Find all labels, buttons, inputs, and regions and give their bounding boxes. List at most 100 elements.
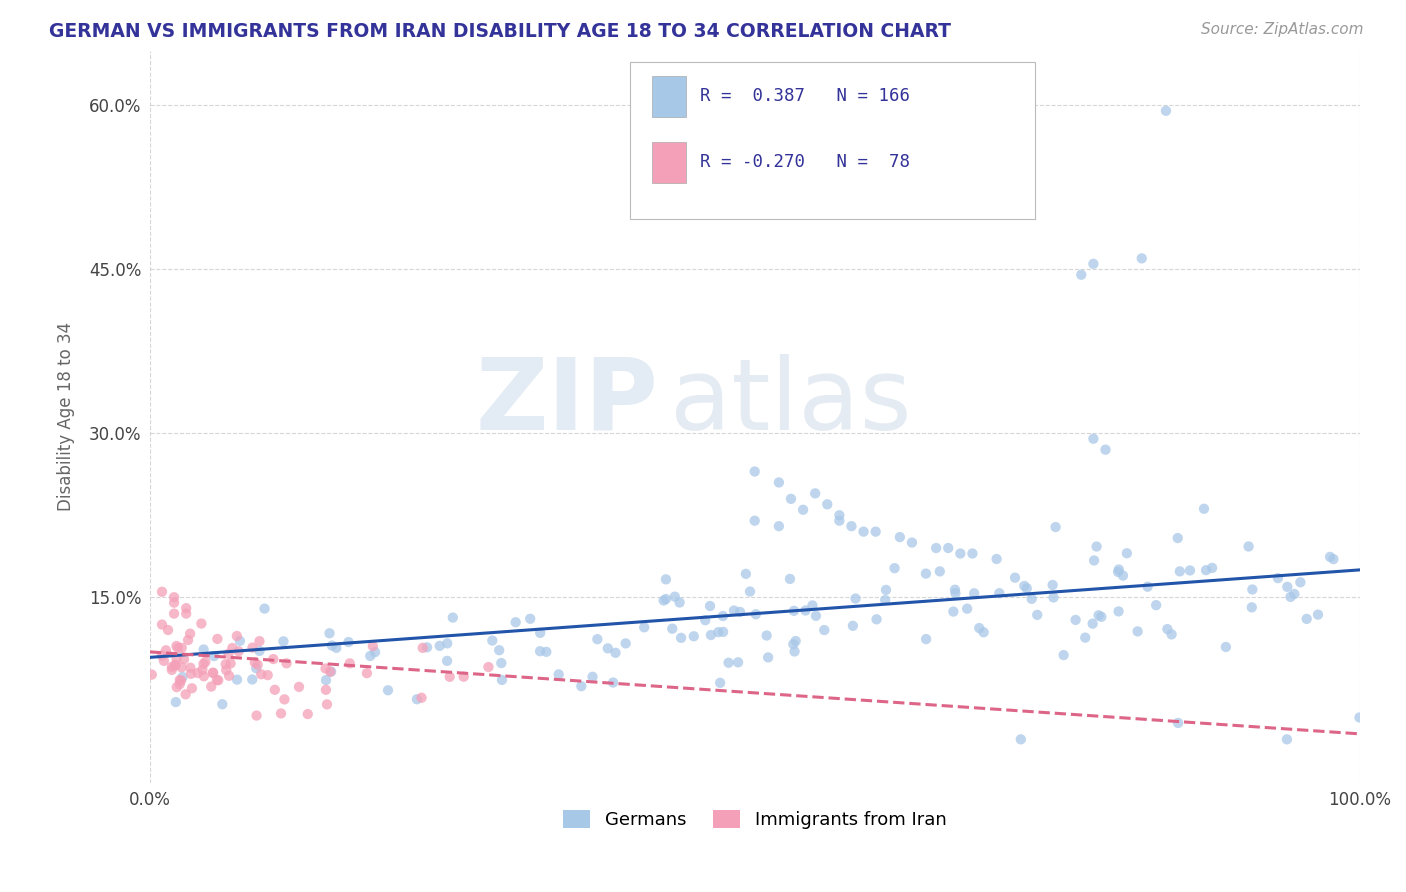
Point xyxy=(436,636,458,650)
Point xyxy=(785,634,807,648)
Point xyxy=(165,695,187,709)
Point xyxy=(727,656,749,670)
Point xyxy=(901,535,924,549)
Point xyxy=(936,541,959,555)
Point xyxy=(700,628,723,642)
Point xyxy=(491,673,513,687)
Point xyxy=(170,660,193,674)
Point xyxy=(804,486,827,500)
Point xyxy=(889,530,911,544)
Point xyxy=(1045,520,1067,534)
Point xyxy=(734,566,756,581)
Point xyxy=(1090,609,1112,624)
Point xyxy=(1074,631,1097,645)
Point xyxy=(828,514,851,528)
Point xyxy=(481,633,503,648)
Point xyxy=(1042,591,1064,605)
Point xyxy=(1178,563,1201,577)
Point xyxy=(794,603,817,617)
Point xyxy=(190,616,212,631)
Point xyxy=(1240,600,1263,615)
Point xyxy=(339,657,361,671)
Point xyxy=(655,592,678,607)
Point xyxy=(180,666,202,681)
Point xyxy=(179,661,201,675)
Point xyxy=(695,613,717,627)
Point xyxy=(1241,582,1264,597)
Point xyxy=(1284,587,1306,601)
Point xyxy=(875,593,897,607)
Point xyxy=(717,656,740,670)
Point xyxy=(491,656,513,670)
Point xyxy=(1052,648,1074,662)
Point xyxy=(174,601,197,615)
Point xyxy=(1156,622,1178,636)
FancyBboxPatch shape xyxy=(630,62,1035,219)
Point xyxy=(202,665,225,680)
Point xyxy=(215,663,238,677)
Point xyxy=(1026,607,1049,622)
Point xyxy=(160,663,183,677)
Point xyxy=(962,547,984,561)
Point xyxy=(842,619,865,633)
Point xyxy=(163,596,186,610)
Point xyxy=(813,623,835,637)
Point xyxy=(1021,591,1043,606)
Point xyxy=(315,682,337,697)
Point xyxy=(1115,546,1137,560)
Point xyxy=(273,634,295,648)
Point xyxy=(1136,580,1159,594)
Point xyxy=(709,676,731,690)
Point xyxy=(321,639,343,653)
Point xyxy=(193,657,215,671)
Point xyxy=(170,640,193,655)
Point xyxy=(1168,565,1191,579)
Point xyxy=(586,632,609,647)
Point xyxy=(226,673,249,687)
Point xyxy=(664,590,686,604)
Point xyxy=(828,508,851,523)
Point xyxy=(728,605,751,619)
Point xyxy=(200,680,222,694)
Text: R = -0.270   N =  78: R = -0.270 N = 78 xyxy=(700,153,910,171)
Point xyxy=(150,617,173,632)
Text: GERMAN VS IMMIGRANTS FROM IRAN DISABILITY AGE 18 TO 34 CORRELATION CHART: GERMAN VS IMMIGRANTS FROM IRAN DISABILIT… xyxy=(49,22,952,41)
Point xyxy=(416,640,439,655)
Point xyxy=(1015,582,1038,596)
Point xyxy=(768,519,790,533)
Point xyxy=(406,692,429,706)
Point xyxy=(652,593,675,607)
Point xyxy=(1083,257,1105,271)
Point xyxy=(318,626,340,640)
Point xyxy=(270,706,292,721)
Point xyxy=(441,610,464,624)
Point xyxy=(967,621,990,635)
Point xyxy=(218,669,240,683)
Point xyxy=(915,632,938,646)
Text: Source: ZipAtlas.com: Source: ZipAtlas.com xyxy=(1201,22,1364,37)
Point xyxy=(297,707,319,722)
Point xyxy=(1289,575,1312,590)
Point xyxy=(412,640,434,655)
Point xyxy=(804,608,827,623)
Point xyxy=(738,584,761,599)
Point xyxy=(841,519,863,533)
Point xyxy=(194,655,217,669)
Point xyxy=(1094,442,1116,457)
Point xyxy=(602,675,624,690)
Point xyxy=(699,599,721,613)
Point xyxy=(256,668,278,682)
Point xyxy=(682,629,704,643)
Point xyxy=(1112,568,1135,582)
Point xyxy=(1014,579,1036,593)
Point xyxy=(253,601,276,615)
Point xyxy=(536,645,558,659)
Point xyxy=(529,644,551,658)
Point xyxy=(166,651,188,665)
Point xyxy=(1004,571,1026,585)
Point xyxy=(614,636,637,650)
Point xyxy=(963,586,986,600)
Point xyxy=(1192,501,1215,516)
Point xyxy=(174,687,197,701)
Point xyxy=(633,620,655,634)
